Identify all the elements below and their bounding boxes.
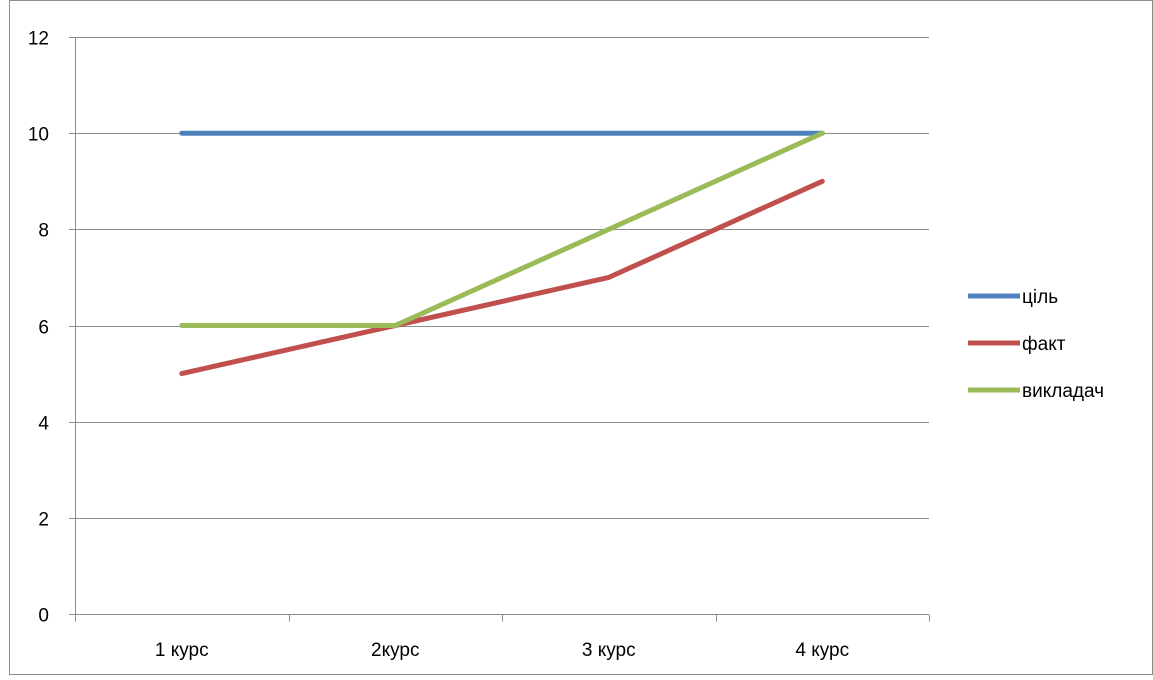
series-line-2 bbox=[179, 178, 825, 377]
y-tick-label: 0 bbox=[38, 606, 49, 627]
y-tick-label: 2 bbox=[38, 510, 49, 531]
legend: ціль факт викладач bbox=[968, 287, 1104, 402]
x-tick-label: 1 курс bbox=[155, 640, 209, 661]
y-tick-label: 4 bbox=[38, 414, 49, 435]
legend-label: викладач bbox=[1022, 381, 1104, 402]
legend-label: факт bbox=[1022, 334, 1066, 355]
series-line-3 bbox=[179, 130, 825, 328]
series-lines bbox=[179, 130, 825, 377]
y-tick-label: 10 bbox=[28, 125, 49, 146]
x-tick-label: 2курс bbox=[371, 640, 419, 661]
y-tick-label: 8 bbox=[38, 221, 49, 242]
x-tick-label: 4 курс bbox=[795, 640, 849, 661]
y-tick-label: 6 bbox=[38, 318, 49, 339]
tick-labels: 0 2 4 6 8 10 12 1 курс 2курс 3 курс 4 курс bbox=[28, 29, 849, 662]
legend-label: ціль bbox=[1022, 287, 1058, 308]
chart-border bbox=[9, 0, 1153, 675]
axes bbox=[69, 37, 930, 622]
y-tick-label: 12 bbox=[28, 29, 49, 50]
x-tick-label: 3 курс bbox=[582, 640, 636, 661]
